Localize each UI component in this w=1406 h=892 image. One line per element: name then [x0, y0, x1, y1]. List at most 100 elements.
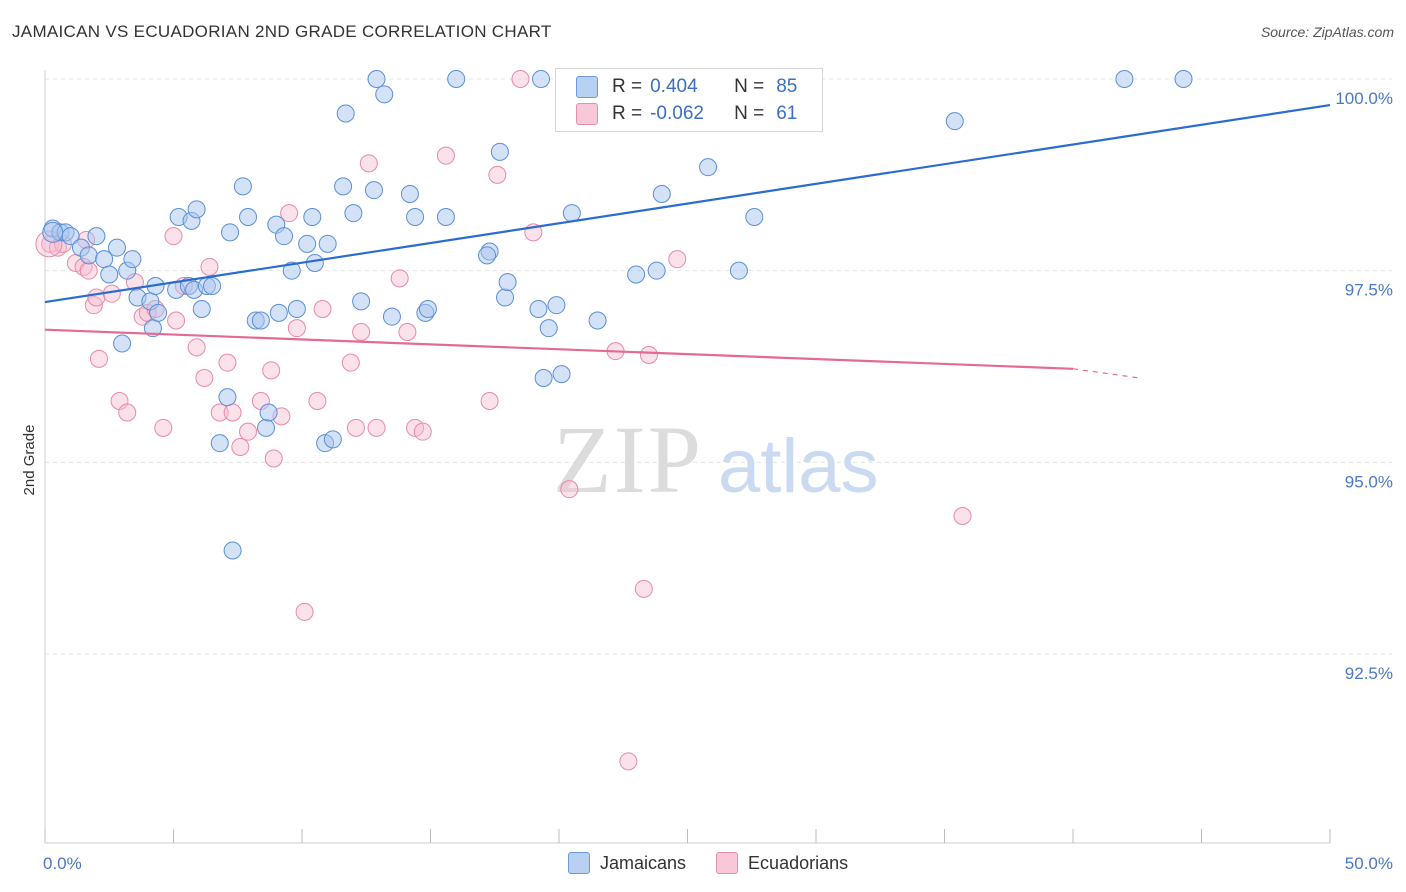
jamaicans-swatch [576, 76, 598, 98]
jamaicans-point [282, 261, 301, 280]
ecuadorians-point [200, 257, 219, 276]
jamaicans-trend-line [44, 103, 1331, 304]
jamaicans-point [1174, 70, 1193, 88]
jamaicans-point [223, 541, 242, 560]
jamaicans-point [113, 334, 132, 353]
jamaicans-point [945, 112, 964, 131]
legend-row-ecuadorians: R = -0.062 N = 61 [576, 102, 797, 126]
jamaicans-point [269, 303, 288, 322]
jamaicans-point [257, 418, 276, 437]
y-tick-label: 100.0% [1335, 89, 1393, 108]
ecuadorians-point [359, 154, 378, 173]
n-value: 85 [776, 76, 798, 97]
ecuadorians-point [436, 146, 455, 165]
ecuadorians-point [187, 338, 206, 357]
ecuadorians-point [480, 392, 499, 410]
r-label: R = [612, 76, 643, 97]
ecuadorians-point [264, 449, 283, 468]
jamaicans-point [436, 208, 455, 226]
n-label: N = [734, 76, 765, 97]
ecuadorians-point [953, 507, 972, 525]
ecuadorians-swatch [716, 852, 739, 874]
ecuadorians-point [488, 165, 507, 184]
jamaicans-point [239, 208, 258, 226]
ecuadorians-point [390, 269, 409, 288]
jamaicans-point [367, 70, 386, 88]
chart-title: JAMAICAN VS ECUADORIAN 2ND GRADE CORRELA… [12, 22, 552, 41]
ecuadorians-point [218, 353, 237, 372]
watermark-atlas: atlas [718, 424, 879, 509]
jamaicans-point [221, 223, 240, 242]
ecuadorians-point [295, 602, 314, 621]
jamaicans-point [218, 388, 237, 407]
watermark: ZIP atlas [553, 406, 879, 513]
jamaicans-point [478, 246, 497, 265]
ecuadorians-point [239, 422, 258, 441]
legend-label-ecuadorians: Ecuadorians [748, 852, 849, 873]
jamaicans-point [79, 246, 98, 265]
legend-item-jamaicans[interactable]: Jamaicans [568, 852, 686, 874]
jamaicans-point [303, 208, 322, 226]
ecuadorians-point [231, 438, 250, 456]
ecuadorians-point [210, 403, 229, 422]
ecuadorians-point [668, 250, 687, 269]
ecuadorians-point [287, 319, 306, 338]
jamaicans-point [192, 300, 211, 318]
y-tick-label: 92.5% [1345, 664, 1393, 683]
jamaicans-point [745, 208, 764, 226]
axis-labels: 2nd Grade [21, 425, 38, 496]
x-tick-label: 0.0% [43, 854, 82, 873]
x-tick-label: 50.0% [1345, 854, 1393, 873]
jamaicans-point [729, 261, 748, 280]
ecuadorians-point [634, 579, 653, 598]
jamaicans-point [336, 104, 355, 123]
legend-label-jamaicans: Jamaicans [600, 852, 687, 873]
jamaicans-point [107, 238, 126, 257]
ecuadorians-point [280, 204, 299, 223]
jamaicans-point [447, 70, 466, 88]
jamaicans-point [323, 430, 342, 449]
jamaicans-point [534, 369, 553, 387]
ecuadorians-point [154, 418, 173, 437]
ecuadorians-point [341, 353, 360, 372]
ecuadorians-point [223, 403, 242, 422]
jamaicans-point [203, 277, 222, 295]
jamaicans-point [588, 311, 607, 330]
jamaicans-point [547, 296, 566, 315]
jamaicans-point [42, 221, 64, 243]
jamaicans-point [375, 85, 394, 104]
jamaicans-point [552, 365, 571, 384]
jamaicans-point [352, 292, 371, 311]
jamaicans-point [305, 254, 324, 272]
ecuadorians-point [89, 349, 108, 368]
ecuadorians-point [87, 288, 106, 307]
legend-item-ecuadorians[interactable]: Ecuadorians [716, 852, 848, 874]
jamaicans-point [699, 158, 718, 177]
jamaicans-point [400, 185, 419, 203]
ecuadorians-point [352, 323, 371, 341]
jamaicans-point [498, 273, 517, 292]
jamaicans-point [539, 319, 558, 338]
ecuadorians-point [262, 361, 281, 380]
ecuadorians-point [167, 311, 186, 330]
correlation-legend: R = 0.404 N = 85 R = -0.062 N = 61 [555, 68, 823, 132]
jamaicans-swatch [568, 852, 590, 874]
y-tick-label: 95.0% [1345, 472, 1393, 491]
ecuadorians-point [118, 403, 137, 422]
jamaicans-point [298, 234, 317, 253]
y-axis-label: 2nd Grade [21, 425, 38, 496]
series-legend: Jamaicans Ecuadorians [568, 852, 878, 874]
source-note: Source: ZipAtlas.com [1260, 24, 1394, 40]
n-value: 61 [776, 103, 798, 124]
jamaicans-point [251, 311, 270, 330]
ecuadorians-point [195, 369, 214, 387]
ecuadorians-trend-line [44, 328, 1074, 370]
ecuadorians-point [79, 261, 98, 280]
ecuadorians-point [560, 480, 579, 499]
jamaicans-point [490, 142, 509, 161]
r-label: R = [612, 103, 643, 124]
jamaicans-point [233, 177, 252, 196]
trend-lines [44, 103, 1331, 379]
jamaicans-point [318, 234, 337, 253]
